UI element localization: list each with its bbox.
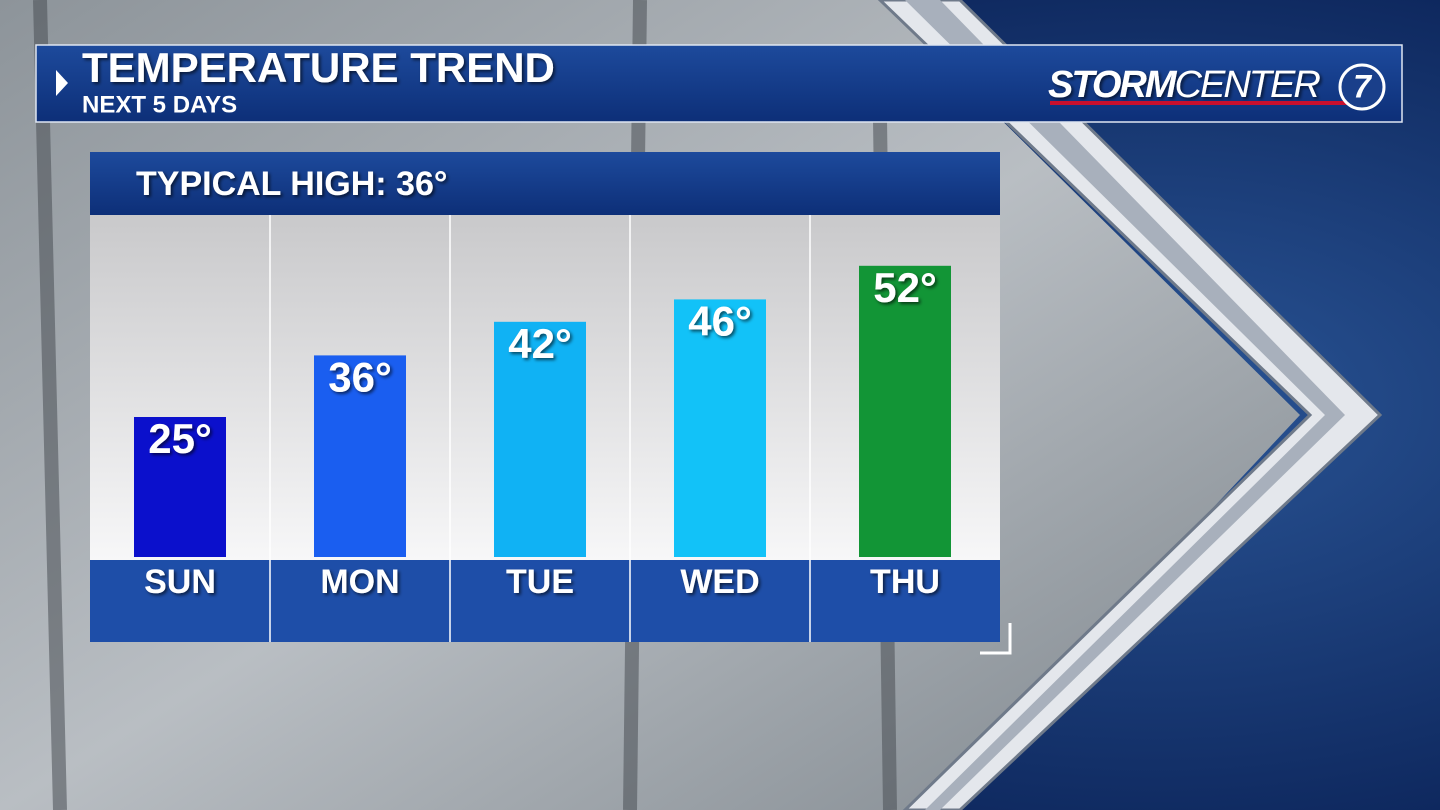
- panel-header: [90, 152, 1000, 215]
- label-strip: [90, 560, 1000, 642]
- bar: [494, 321, 586, 557]
- value-label: 46°: [688, 297, 752, 344]
- title: TEMPERATURE TREND: [82, 44, 555, 91]
- bars: 25° SUN 36° MON 42° TUE 46° WED 52° THU: [134, 215, 951, 642]
- header-arrow: [56, 70, 68, 96]
- brand-logo: [1338, 63, 1386, 111]
- value-label: 25°: [148, 415, 212, 462]
- subtitle: NEXT 5 DAYS: [82, 91, 237, 118]
- brand-number: 7: [1353, 68, 1373, 104]
- x-tick-label: THU: [870, 563, 940, 601]
- brand: STORMCENTER: [1048, 64, 1320, 106]
- x-tick-label: TUE: [506, 563, 574, 601]
- bar: [134, 417, 226, 557]
- corner-mark: [980, 623, 1012, 655]
- bar: [859, 265, 951, 557]
- brand-underline: [1050, 101, 1350, 105]
- value-label: 42°: [508, 320, 572, 367]
- chevron: [877, 0, 1383, 810]
- value-label: 52°: [873, 264, 937, 311]
- x-tick-label: SUN: [144, 563, 216, 601]
- x-tick-label: WED: [680, 563, 759, 601]
- brand-bold: STORM: [1048, 64, 1178, 106]
- bar: [314, 355, 406, 557]
- annotation: TYPICAL HIGH: 36°: [136, 165, 447, 203]
- header-bar: [35, 44, 1403, 123]
- x-tick-label: MON: [320, 563, 399, 601]
- value-label: 36°: [328, 353, 392, 400]
- brand-light: CENTER: [1175, 64, 1321, 106]
- bar: [674, 299, 766, 557]
